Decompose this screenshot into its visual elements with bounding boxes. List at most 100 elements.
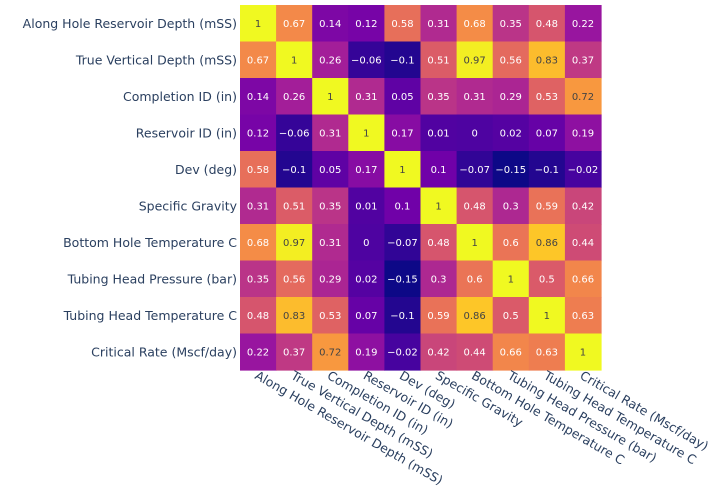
heatmap-cell-r6-c9 <box>564 224 602 262</box>
heatmap-value-r3-c9: 0.19 <box>572 128 594 139</box>
heatmap-cell-r7-c6 <box>456 260 494 298</box>
x-axis-tick-labels: Along Hole Reservoir Depth (mSS)True Ver… <box>253 367 712 488</box>
heatmap-value-r0-c1: 0.67 <box>283 19 305 30</box>
heatmap-cell-r2-c1 <box>276 78 313 116</box>
heatmap-value-r6-c1: 0.97 <box>283 238 305 249</box>
heatmap-cell-r1-c4 <box>384 41 422 79</box>
heatmap-cell-r9-c3 <box>348 333 385 371</box>
heatmap-cell-r9-c2 <box>312 333 349 371</box>
heatmap-cell-r8-c4 <box>384 297 422 335</box>
heatmap-value-r6-c9: 0.44 <box>572 238 594 249</box>
heatmap-cell-r2-c8 <box>528 78 566 116</box>
y-tick-label-2: Completion ID (in) <box>123 89 237 104</box>
heatmap-cell-r0-c9 <box>564 5 602 43</box>
heatmap-cell-r9-c1 <box>276 333 313 371</box>
heatmap-value-r2-c8: 0.53 <box>536 92 558 103</box>
heatmap-value-r6-c5: 0.48 <box>427 238 449 249</box>
heatmap-value-r0-c8: 0.48 <box>536 19 558 30</box>
heatmap-value-r5-c7: 0.3 <box>503 201 519 212</box>
heatmap-value-r9-c2: 0.72 <box>319 347 341 358</box>
y-tick-label-0: Along Hole Reservoir Depth (mSS) <box>23 16 237 31</box>
heatmap-cell-r1-c1 <box>276 41 313 79</box>
heatmap-value-r8-c1: 0.83 <box>283 311 305 322</box>
heatmap-value-r8-c2: 0.53 <box>319 311 341 322</box>
heatmap-cell-r8-c5 <box>420 297 458 335</box>
heatmap-cell-r5-c1 <box>276 187 313 225</box>
heatmap-value-r5-c0: 0.31 <box>247 201 269 212</box>
heatmap-value-r6-c2: 0.31 <box>319 238 341 249</box>
heatmap-value-r5-c9: 0.42 <box>572 201 594 212</box>
heatmap-cell-r0-c5 <box>420 5 458 43</box>
heatmap-cell-r4-c4 <box>384 151 422 189</box>
heatmap-cell-r5-c4 <box>384 187 422 225</box>
heatmap-value-r5-c4: 0.1 <box>394 201 410 212</box>
heatmap-cell-r8-c6 <box>456 297 494 335</box>
heatmap-cell-r5-c5 <box>420 187 458 225</box>
heatmap-cell-r6-c2 <box>312 224 349 262</box>
heatmap-cells <box>240 5 602 371</box>
heatmap-value-r4-c6: −0.07 <box>459 165 490 176</box>
heatmap-value-r4-c1: −0.1 <box>282 165 306 176</box>
heatmap-cell-r3-c1 <box>276 114 313 152</box>
heatmap-cell-r0-c3 <box>348 5 385 43</box>
heatmap-value-r7-c2: 0.29 <box>319 274 341 285</box>
y-tick-label-3: Reservoir ID (in) <box>136 125 237 140</box>
heatmap-value-r4-c8: −0.1 <box>535 165 559 176</box>
heatmap-value-r3-c1: −0.06 <box>279 128 310 139</box>
heatmap-value-r2-c0: 0.14 <box>247 92 269 103</box>
heatmap-value-r2-c1: 0.26 <box>283 92 305 103</box>
heatmap-value-r1-c2: 0.26 <box>319 55 341 66</box>
heatmap-cell-r4-c2 <box>312 151 349 189</box>
heatmap-value-r1-c6: 0.97 <box>464 55 486 66</box>
heatmap-value-r9-c1: 0.37 <box>283 347 305 358</box>
heatmap-cell-r1-c2 <box>312 41 349 79</box>
heatmap-cell-r9-c8 <box>528 333 566 371</box>
heatmap-cell-r9-c5 <box>420 333 458 371</box>
heatmap-value-r9-c6: 0.44 <box>464 347 486 358</box>
heatmap-cell-r7-c3 <box>348 260 385 298</box>
heatmap-cell-r2-c6 <box>456 78 494 116</box>
heatmap-cell-r2-c5 <box>420 78 458 116</box>
heatmap-cell-r4-c0 <box>240 151 277 189</box>
heatmap-value-r7-c6: 0.6 <box>467 274 483 285</box>
heatmap-value-r0-c0: 1 <box>255 19 261 30</box>
y-tick-label-8: Tubing Head Temperature C <box>63 308 238 323</box>
heatmap-cell-r8-c0 <box>240 297 277 335</box>
heatmap-value-r6-c3: 0 <box>363 238 369 249</box>
heatmap-cell-r6-c0 <box>240 224 277 262</box>
heatmap-cell-r2-c0 <box>240 78 277 116</box>
heatmap-cell-r6-c4 <box>384 224 422 262</box>
heatmap-value-r0-c7: 0.35 <box>500 19 522 30</box>
heatmap-cell-r2-c4 <box>384 78 422 116</box>
heatmap-value-r8-c8: 1 <box>544 311 550 322</box>
heatmap-cell-r9-c9 <box>564 333 602 371</box>
heatmap-cell-r0-c7 <box>492 5 530 43</box>
heatmap-cell-r1-c5 <box>420 41 458 79</box>
heatmap-cell-r7-c2 <box>312 260 349 298</box>
heatmap-cell-r3-c5 <box>420 114 458 152</box>
heatmap-value-r2-c6: 0.31 <box>464 92 486 103</box>
heatmap-value-r0-c9: 0.22 <box>572 19 594 30</box>
heatmap-cell-r8-c3 <box>348 297 385 335</box>
heatmap-cell-r2-c2 <box>312 78 349 116</box>
heatmap-value-r8-c3: 0.07 <box>355 311 377 322</box>
heatmap-cell-r7-c1 <box>276 260 313 298</box>
heatmap-value-r6-c0: 0.68 <box>247 238 269 249</box>
heatmap-value-r1-c1: 1 <box>291 55 297 66</box>
heatmap-cell-r4-c1 <box>276 151 313 189</box>
heatmap-value-r6-c6: 1 <box>471 238 477 249</box>
heatmap-value-r6-c7: 0.6 <box>503 238 519 249</box>
y-tick-label-4: Dev (deg) <box>175 162 237 177</box>
heatmap-cell-r0-c8 <box>528 5 566 43</box>
heatmap-value-r4-c3: 0.17 <box>355 165 377 176</box>
heatmap-value-r0-c6: 0.68 <box>464 19 486 30</box>
heatmap-value-r2-c9: 0.72 <box>572 92 594 103</box>
heatmap-value-r4-c0: 0.58 <box>247 165 269 176</box>
heatmap-value-r2-c7: 0.29 <box>500 92 522 103</box>
heatmap-cell-r7-c9 <box>564 260 602 298</box>
y-tick-label-9: Critical Rate (Mscf/day) <box>91 344 237 359</box>
heatmap-cell-r5-c3 <box>348 187 385 225</box>
heatmap-cell-r2-c9 <box>564 78 602 116</box>
y-tick-label-7: Tubing Head Pressure (bar) <box>67 271 237 286</box>
heatmap-value-r7-c4: −0.15 <box>387 274 418 285</box>
